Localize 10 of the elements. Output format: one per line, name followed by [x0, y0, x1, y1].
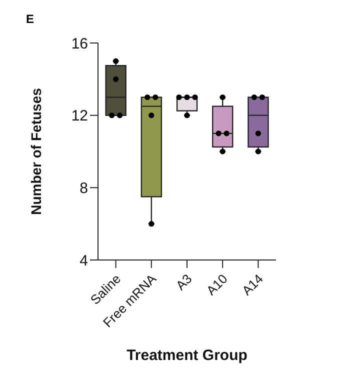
y-tick-label: 16 — [71, 35, 88, 52]
y-tick-label: 12 — [71, 108, 88, 125]
y-axis-title: Number of Fetuses — [28, 88, 44, 215]
y-tick-label: 8 — [80, 180, 88, 197]
x-tick-label: A10 — [203, 271, 230, 298]
y-tick-label: 4 — [80, 252, 88, 270]
x-tick-label: A14 — [239, 271, 266, 298]
text: E — [26, 12, 34, 26]
x-axis-title: Treatment Group — [126, 347, 248, 364]
x-tick-label: A3 — [172, 271, 195, 294]
